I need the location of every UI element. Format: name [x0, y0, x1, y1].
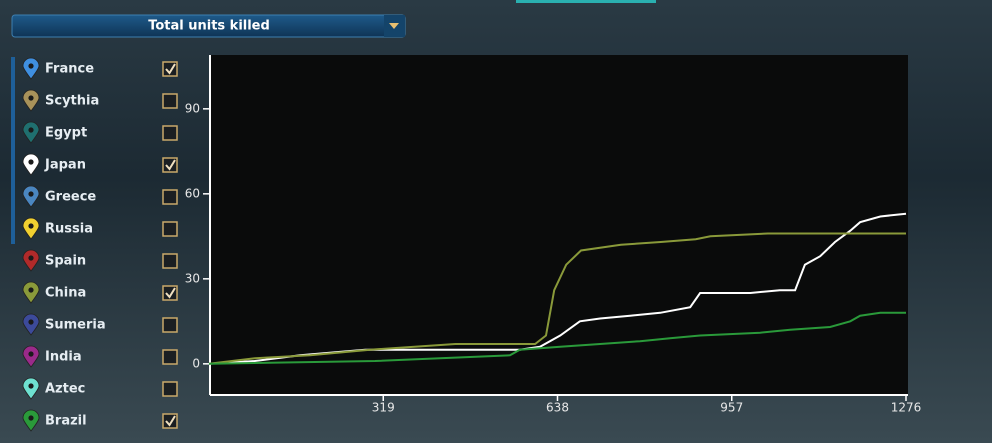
- series-line: [208, 212, 907, 365]
- civ-row[interactable]: India: [22, 345, 178, 368]
- civ-pin-dot: [28, 127, 34, 133]
- dropdown-label: Total units killed: [148, 19, 270, 34]
- dropdown-arrow: [389, 23, 399, 29]
- series-line: [208, 311, 906, 365]
- y-tick-label: 0: [192, 356, 200, 370]
- civ-row[interactable]: France: [22, 57, 178, 80]
- checkmark: [165, 287, 176, 299]
- plot-area: [210, 55, 908, 395]
- civ-name: India: [45, 350, 82, 365]
- civ-name: Scythia: [45, 94, 99, 109]
- civ-pin-dot: [28, 351, 34, 357]
- civ-row[interactable]: Russia: [22, 217, 178, 240]
- y-tick-label: 60: [185, 186, 200, 200]
- civ-row[interactable]: Brazil: [22, 409, 178, 432]
- civ-pin-dot: [28, 255, 34, 261]
- civ-row[interactable]: Sumeria: [22, 313, 178, 336]
- dropdown[interactable]: Total units killed: [11, 14, 406, 38]
- checkbox[interactable]: [162, 125, 178, 141]
- civ-name: Aztec: [45, 382, 85, 397]
- civ-name: China: [45, 286, 86, 301]
- scrollbar[interactable]: [11, 57, 15, 244]
- civ-pin-dot: [28, 287, 34, 293]
- civ-name: Egypt: [45, 126, 87, 141]
- checkbox[interactable]: [162, 317, 178, 333]
- civ-pin-dot: [28, 95, 34, 101]
- checkbox[interactable]: [162, 189, 178, 205]
- civ-row[interactable]: Scythia: [22, 89, 178, 112]
- legend: France Scythia Egypt Japan Greece Russia Spain…: [22, 57, 178, 432]
- checkbox[interactable]: [162, 253, 178, 269]
- x-tick-label: 957: [720, 401, 743, 415]
- series-line: [208, 232, 906, 365]
- civ-name: France: [45, 62, 94, 77]
- checkbox[interactable]: [162, 93, 178, 109]
- civ-name: Japan: [44, 158, 86, 173]
- civ-pin-dot: [28, 223, 34, 229]
- y-tick-label: 30: [185, 271, 200, 285]
- checkbox[interactable]: [162, 221, 178, 237]
- checkmark: [165, 415, 176, 427]
- civ-row[interactable]: China: [22, 281, 178, 304]
- civ-row[interactable]: Aztec: [22, 377, 178, 400]
- civ-row[interactable]: Spain: [22, 249, 178, 272]
- plot: 0 30 60 90 319 638 957 1276: [185, 55, 922, 415]
- civ-pin-dot: [28, 63, 34, 69]
- civ-pin-dot: [28, 383, 34, 389]
- civ-name: Brazil: [45, 414, 87, 429]
- civ-row[interactable]: Greece: [22, 185, 178, 208]
- civ-pin-dot: [28, 159, 34, 165]
- civ-name: Greece: [45, 190, 96, 205]
- x-tick-label: 1276: [891, 401, 922, 415]
- civ-pin-dot: [28, 191, 34, 197]
- civ-name: Sumeria: [45, 318, 106, 333]
- civ-pin-dot: [28, 415, 34, 421]
- civ-name: Spain: [45, 254, 86, 269]
- x-tick-label: 319: [372, 401, 395, 415]
- civ-name: Russia: [45, 222, 93, 237]
- checkmark: [165, 159, 176, 171]
- y-tick-label: 90: [185, 101, 200, 115]
- civ-row[interactable]: Japan: [22, 153, 178, 176]
- civ-pin-dot: [28, 319, 34, 325]
- checkbox[interactable]: [162, 349, 178, 365]
- civ-row[interactable]: Egypt: [22, 121, 178, 144]
- checkmark: [165, 63, 176, 75]
- x-tick-label: 638: [546, 401, 569, 415]
- checkbox[interactable]: [162, 381, 178, 397]
- top-tab: [516, 0, 656, 3]
